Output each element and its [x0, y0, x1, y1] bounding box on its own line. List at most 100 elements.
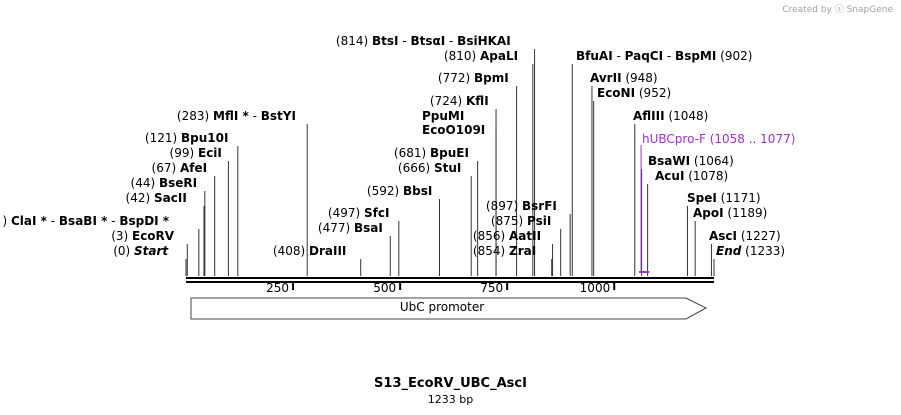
site-label-apoi[interactable]: ApoI (1189)	[693, 206, 767, 220]
enzyme-name: BfuAI	[576, 49, 613, 63]
site-position: (724)	[430, 94, 466, 108]
site-position: (1189)	[724, 206, 768, 220]
site-label-afei[interactable]: (67) AfeI	[152, 161, 208, 175]
enzyme-name: ApoI	[693, 206, 724, 220]
site-label-econi[interactable]: EcoNI (952)	[597, 86, 671, 100]
site-label-ecoo109i[interactable]: EcoO109I	[422, 123, 485, 137]
site-label-zrai[interactable]: (854) ZraI	[473, 244, 536, 258]
site-position: (1078)	[684, 169, 728, 183]
map-title: S13_EcoRV_UBC_AscI	[374, 376, 527, 391]
enzyme-name: AvrII	[590, 71, 622, 85]
site-position: (408)	[273, 244, 309, 258]
site-position: (592)	[367, 184, 403, 198]
site-label-bbsi[interactable]: (592) BbsI	[367, 184, 432, 198]
site-label-end[interactable]: End (1233)	[716, 244, 785, 258]
site-label-clai[interactable]: ) ClaI * - BsaBI * - BspDI *	[3, 214, 170, 228]
primer-range: (1058 .. 1077)	[706, 132, 796, 146]
site-label-bsawi[interactable]: BsaWI (1064)	[648, 154, 734, 168]
site-position: (772)	[438, 71, 474, 85]
enzyme-name: BtsαI	[410, 34, 445, 48]
enzyme-name: PsiI	[527, 214, 551, 228]
primer-name: hUBCpro-F	[642, 132, 706, 146]
site-label-apali[interactable]: (810) ApaLI	[444, 49, 518, 63]
ruler-tick-label: 250	[266, 281, 289, 295]
site-position: (0)	[113, 244, 134, 258]
site-label-asci[interactable]: AscI (1227)	[709, 229, 781, 243]
site-label-bseri[interactable]: (44) BseRI	[131, 176, 198, 190]
enzyme-name: BsaBI *	[59, 214, 108, 228]
site-label-avrii[interactable]: AvrII (948)	[590, 71, 658, 85]
site-position: (854)	[473, 244, 509, 258]
primer-marker[interactable]: hUBCpro-F (1058 .. 1077)	[639, 132, 795, 273]
site-labels: (814) BtsI - BtsαI - BsiHKAI(810) ApaLI(…	[3, 34, 786, 258]
site-position: (42)	[126, 191, 154, 205]
enzyme-name: BtsI	[372, 34, 399, 48]
site-position: (875)	[491, 214, 527, 228]
feature-label: UbC promoter	[400, 300, 484, 314]
feature-ubc-promoter[interactable]: UbC promoter	[190, 297, 708, 320]
site-label-spei[interactable]: SpeI (1171)	[687, 191, 761, 205]
site-label-sfci[interactable]: (497) SfcI	[328, 206, 390, 220]
site-lines	[185, 49, 715, 276]
site-label-bsrfi[interactable]: (897) BsrFI	[486, 199, 557, 213]
enzyme-name: EcoO109I	[422, 123, 485, 137]
site-label-sacii[interactable]: (42) SacII	[126, 191, 187, 205]
enzyme-name: EcoRV	[132, 229, 175, 243]
ruler-tick-label: 500	[373, 281, 396, 295]
site-label-acui[interactable]: AcuI (1078)	[655, 169, 728, 183]
enzyme-name: EciI	[198, 146, 222, 160]
site-label-bpmi[interactable]: (772) BpmI	[438, 71, 509, 85]
enzyme-name: BsaWI	[648, 154, 690, 168]
site-label-bfuai[interactable]: BfuAI - PaqCI - BspMI (902)	[576, 49, 752, 63]
ruler: 250 500 750 1000	[266, 281, 616, 295]
site-label-bpuei[interactable]: (681) BpuEI	[394, 146, 469, 160]
enzyme-name: AcuI	[655, 169, 684, 183]
enzyme-name: BsiHKAI	[457, 34, 511, 48]
enzyme-name: Start	[134, 244, 169, 258]
site-label-start[interactable]: (0) Start	[113, 244, 169, 258]
enzyme-name: BsrFI	[522, 199, 557, 213]
site-label-ecorv[interactable]: (3) EcoRV	[111, 229, 175, 243]
enzyme-name: BsaI	[354, 221, 383, 235]
site-position: (810)	[444, 49, 480, 63]
snapgene-credit: Created by ⓢ SnapGene	[782, 5, 893, 15]
site-label-bpu10i[interactable]: (121) Bpu10I	[145, 131, 229, 145]
site-position: (902)	[716, 49, 752, 63]
enzyme-name: BstYI	[261, 109, 296, 123]
enzyme-name: AscI	[709, 229, 737, 243]
feature-arrow	[190, 297, 708, 320]
site-position: (952)	[635, 86, 671, 100]
site-label-bsai[interactable]: (477) BsaI	[318, 221, 383, 235]
name-separator: -	[107, 214, 119, 228]
site-position: (1171)	[717, 191, 761, 205]
site-label-ecii[interactable]: (99) EciI	[170, 146, 222, 160]
site-position: (283)	[177, 109, 213, 123]
site-position: (1064)	[690, 154, 734, 168]
enzyme-name: BbsI	[403, 184, 432, 198]
map-length: 1233 bp	[427, 393, 474, 406]
site-label-kfli[interactable]: (724) KflI	[430, 94, 489, 108]
site-label-draiii[interactable]: (408) DraIII	[273, 244, 346, 258]
site-label-stui[interactable]: (666) StuI	[398, 161, 461, 175]
site-position: (948)	[622, 71, 658, 85]
site-label-aflii[interactable]: AflIII (1048)	[633, 109, 708, 123]
site-position: (814)	[336, 34, 372, 48]
enzyme-name: Bpu10I	[181, 131, 228, 145]
site-position: (3)	[111, 229, 132, 243]
site-label-psii[interactable]: (875) PsiI	[491, 214, 551, 228]
site-label-bts[interactable]: (814) BtsI - BtsαI - BsiHKAI	[336, 34, 511, 48]
enzyme-name: EcoNI	[597, 86, 635, 100]
enzyme-name: KflI	[466, 94, 489, 108]
enzyme-name: BpuEI	[430, 146, 469, 160]
enzyme-name: AfeI	[180, 161, 207, 175]
enzyme-name: AflIII	[633, 109, 665, 123]
ruler-tick-label: 1000	[580, 281, 611, 295]
site-position: (497)	[328, 206, 364, 220]
site-label-aatii[interactable]: (856) AatII	[473, 229, 541, 243]
enzyme-name: DraIII	[309, 244, 346, 258]
site-label-ppumi[interactable]: PpuMI	[422, 109, 464, 123]
primer-label: hUBCpro-F (1058 .. 1077)	[642, 132, 795, 146]
name-separator: -	[249, 109, 261, 123]
site-label-mfli[interactable]: (283) MflI * - BstYI	[177, 109, 296, 123]
enzyme-name: StuI	[434, 161, 461, 175]
